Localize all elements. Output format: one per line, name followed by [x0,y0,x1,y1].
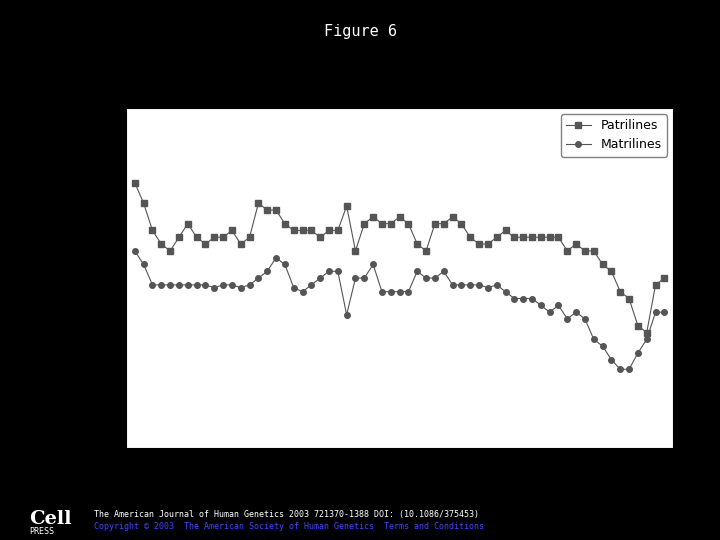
Text: Cell: Cell [29,510,71,528]
Matrilines [316,275,325,281]
X-axis label: Birth year of individual: Birth year of individual [320,476,479,490]
Patrilines [130,180,139,186]
Patrilines [590,248,598,254]
Text: PRESS: PRESS [29,526,54,536]
Matrilines [254,275,263,281]
Text: Figure 6: Figure 6 [323,24,397,39]
Patrilines [642,329,651,336]
Y-axis label: Age of parent (years): Age of parent (years) [81,204,95,352]
Matrilines [449,282,457,288]
Matrilines [660,309,669,315]
Text: The American Journal of Human Genetics 2003 721370-1388 DOI: (10.1086/375453): The American Journal of Human Genetics 2… [94,510,479,519]
Patrilines [413,241,422,247]
Line: Matrilines: Matrilines [132,248,667,372]
Legend: Patrilines, Matrilines: Patrilines, Matrilines [561,114,667,157]
Matrilines [130,248,139,254]
Patrilines [449,214,457,220]
Matrilines [413,268,422,274]
Matrilines [616,366,624,373]
Matrilines [590,336,598,342]
Line: Patrilines: Patrilines [132,180,667,335]
Patrilines [236,241,245,247]
Patrilines [316,234,325,240]
Patrilines [254,200,263,206]
Patrilines [660,275,669,281]
Text: Copyright © 2003  The American Society of Human Genetics  Terms and Conditions: Copyright © 2003 The American Society of… [94,522,484,531]
Matrilines [236,285,245,291]
